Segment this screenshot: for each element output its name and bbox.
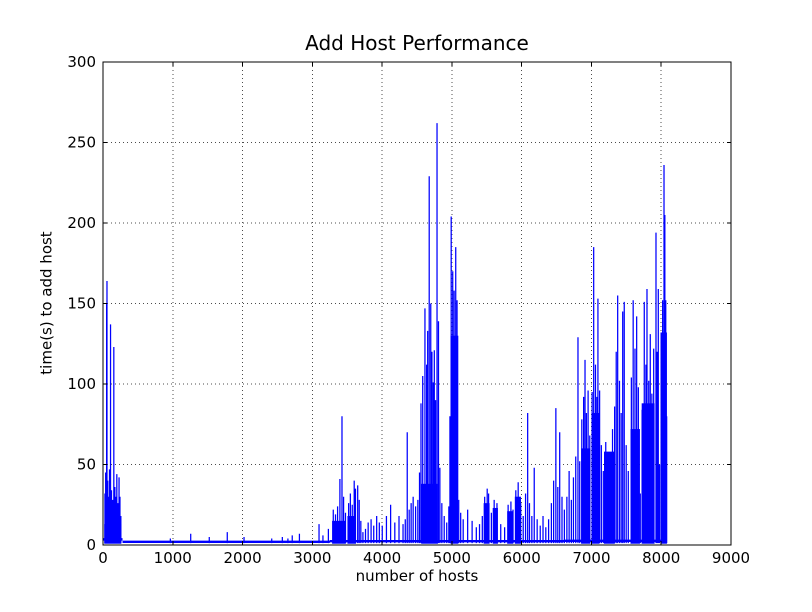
x-tick-label: 7000: [572, 549, 610, 567]
x-tick-label: 8000: [642, 549, 680, 567]
x-tick-label: 4000: [363, 549, 401, 567]
chart-title: Add Host Performance: [305, 31, 529, 55]
data-series-baseline: [103, 538, 667, 543]
y-tick-label: 200: [67, 214, 96, 232]
y-tick-label: 100: [67, 375, 96, 393]
x-tick-label: 0: [98, 549, 108, 567]
x-tick-label: 6000: [503, 549, 541, 567]
y-tick-label: 0: [86, 536, 96, 554]
y-tick-label: 300: [67, 53, 96, 71]
x-tick-label: 3000: [293, 549, 331, 567]
data-series-spikes: [104, 123, 668, 544]
data-series-band: [581, 448, 591, 544]
x-axis-label: number of hosts: [355, 567, 479, 585]
y-tick-label: 150: [67, 295, 96, 313]
y-axis-label: time(s) to add host: [37, 231, 56, 375]
x-tick-label: 5000: [433, 549, 471, 567]
y-tick-label: 250: [67, 134, 96, 152]
data-series-band: [604, 451, 615, 544]
data-series-band: [507, 511, 514, 544]
x-tick-label: 2000: [223, 549, 261, 567]
x-tick-label: 1000: [154, 549, 192, 567]
data-series-band: [492, 507, 498, 544]
x-tick-label: 9000: [712, 549, 750, 567]
y-tick-label: 50: [77, 456, 96, 474]
